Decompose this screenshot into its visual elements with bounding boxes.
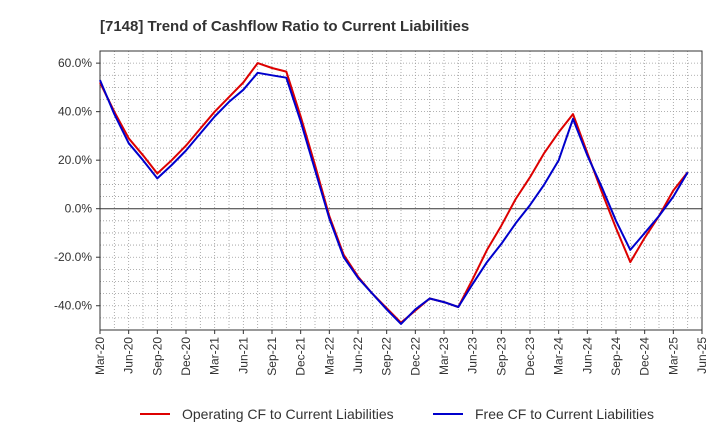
series-line-operating-cf: [99, 62, 689, 324]
x-tick-label: Jun-21: [236, 337, 250, 374]
x-tick-label: Jun-22: [351, 337, 365, 374]
x-tick-label: Mar-21: [208, 337, 222, 375]
y-tick-label: -40.0%: [54, 299, 92, 313]
x-axis-ticks: Mar-20 Jun-20 Sep-20 Dec-20 Mar-21 Jun-21 Sep-…: [93, 330, 709, 376]
y-tick-label: 0.0%: [65, 202, 93, 216]
x-tick-label: Dec-20: [179, 337, 193, 376]
x-tick-label: Sep-23: [494, 337, 508, 376]
chart-title: [7148] Trend of Cashflow Ratio to Curren…: [100, 18, 469, 35]
series: [99, 62, 689, 325]
x-tick-label: Dec-21: [294, 337, 308, 376]
plot-area: [99, 50, 703, 331]
x-tick-label: Sep-21: [265, 337, 279, 376]
x-tick-label: Dec-23: [523, 337, 537, 376]
grid: [100, 50, 702, 330]
legend-label: Free CF to Current Liabilities: [475, 406, 654, 422]
x-tick-label: Sep-20: [150, 337, 164, 376]
x-tick-label: Dec-24: [638, 337, 652, 376]
x-tick-label: Mar-25: [666, 337, 680, 375]
y-tick-label: 40.0%: [58, 105, 92, 119]
x-tick-label: Jun-23: [466, 337, 480, 374]
x-tick-label: Jun-25: [695, 337, 709, 374]
legend: Operating CF to Current Liabilities Free …: [140, 406, 654, 422]
x-tick-label: Mar-22: [322, 337, 336, 375]
series-line-free-cf: [99, 71, 689, 325]
y-tick-label: 20.0%: [58, 153, 92, 167]
x-tick-label: Jun-20: [122, 337, 136, 374]
legend-label: Operating CF to Current Liabilities: [182, 406, 394, 422]
x-tick-label: Sep-22: [380, 337, 394, 376]
x-tick-label: Jun-24: [580, 337, 594, 374]
x-tick-label: Mar-20: [93, 337, 107, 375]
y-tick-label: -20.0%: [54, 250, 92, 264]
y-axis-ticks: 60.0% 40.0% 20.0% 0.0% -20.0% -40.0%: [54, 56, 100, 313]
x-tick-label: Mar-23: [437, 337, 451, 375]
x-tick-label: Sep-24: [609, 337, 623, 376]
y-tick-label: 60.0%: [58, 56, 92, 70]
x-tick-label: Dec-22: [408, 337, 422, 376]
x-tick-label: Mar-24: [552, 337, 566, 375]
